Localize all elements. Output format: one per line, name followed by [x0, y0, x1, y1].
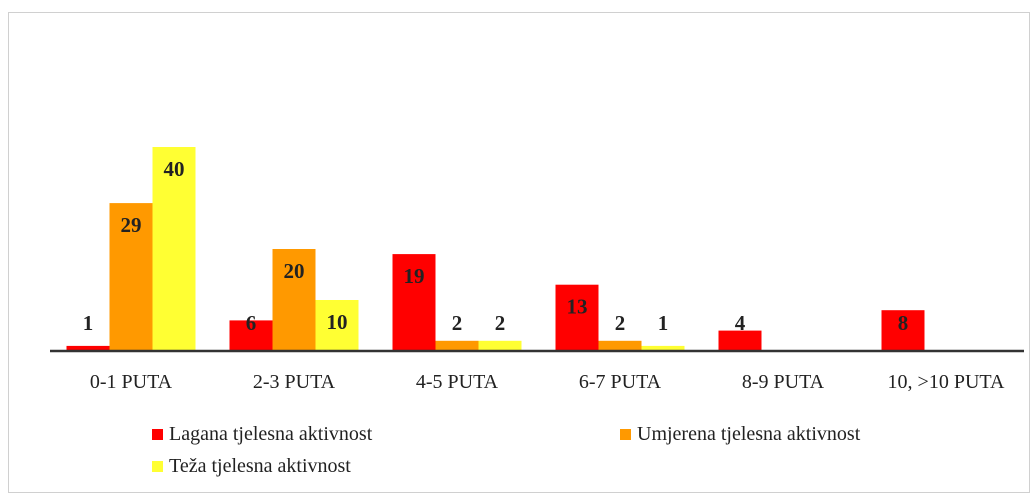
data-label: 20 — [284, 259, 305, 283]
legend-label: Lagana tjelesna aktivnost — [169, 423, 373, 445]
data-label: 2 — [615, 311, 626, 335]
bar — [881, 310, 925, 351]
legend-item: Teža tjelesna aktivnost — [152, 455, 351, 478]
bar — [435, 340, 479, 351]
bar — [718, 330, 762, 351]
data-label: 2 — [495, 311, 506, 335]
bar — [272, 249, 316, 351]
data-label: 13 — [567, 295, 588, 319]
data-label: 19 — [404, 264, 425, 288]
x-tick-label: 6-7 PUTA — [578, 371, 662, 393]
x-tick-label: 8-9 PUTA — [741, 371, 825, 393]
data-label: 8 — [898, 311, 909, 335]
data-label: 4 — [735, 311, 746, 335]
bar — [109, 203, 153, 351]
data-label: 1 — [83, 311, 94, 335]
legend-swatch — [620, 429, 631, 440]
x-tick-label: 0-1 PUTA — [89, 371, 173, 393]
bar — [598, 340, 642, 351]
bar — [392, 254, 436, 351]
bar — [66, 345, 110, 351]
bar — [478, 340, 522, 351]
data-label: 6 — [246, 311, 257, 335]
legend-swatch — [152, 429, 163, 440]
bar — [555, 284, 599, 351]
bar — [229, 320, 273, 351]
legend-item: Lagana tjelesna aktivnost — [152, 423, 372, 446]
x-tick-label: 2-3 PUTA — [252, 371, 336, 393]
data-label: 40 — [164, 157, 185, 181]
bar — [641, 345, 685, 351]
x-tick-label: 10, >10 PUTA — [887, 371, 1005, 393]
bar — [315, 300, 359, 351]
legend-label: Umjerena tjelesna aktivnost — [637, 423, 861, 445]
x-tick-label: 4-5 PUTA — [415, 371, 499, 393]
bar — [152, 147, 196, 351]
legend-item: Umjerena tjelesna aktivnost — [620, 423, 860, 446]
data-label: 1 — [658, 311, 669, 335]
data-label: 29 — [121, 213, 142, 237]
data-label: 2 — [452, 311, 463, 335]
data-label: 10 — [327, 310, 348, 334]
frame — [8, 12, 1030, 493]
legend-label: Teža tjelesna aktivnost — [169, 455, 351, 477]
legend-swatch — [152, 461, 163, 472]
